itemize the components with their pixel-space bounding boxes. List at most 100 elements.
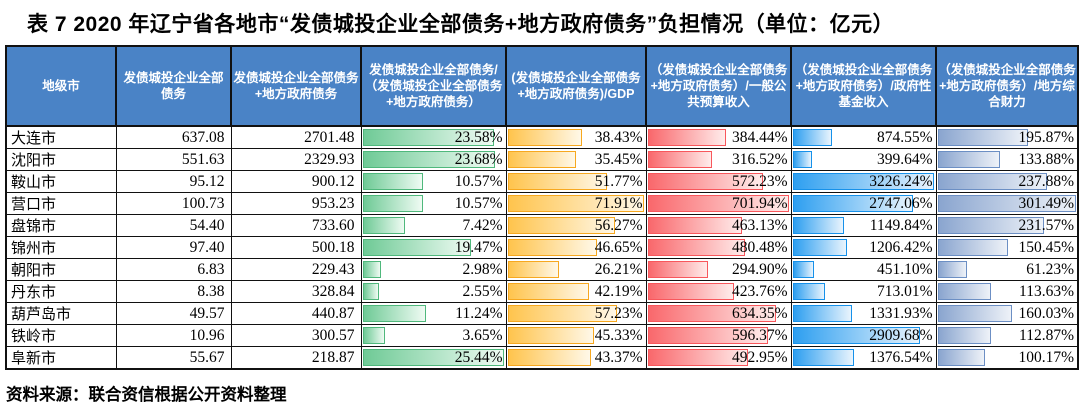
amount-value: 10.96 xyxy=(115,324,232,347)
ratio-value: 10.57% xyxy=(454,173,503,190)
data-bar xyxy=(647,283,734,300)
col-header-2: 发债城投企业全部债务+地方政府债务 xyxy=(230,45,362,127)
ratio-cell: 492.95% xyxy=(645,346,792,370)
amount-value: 300.57 xyxy=(230,324,362,347)
amount-value: 953.23 xyxy=(230,192,362,215)
city-name: 朝阳市 xyxy=(5,258,117,281)
ratio-value: 596.37% xyxy=(731,327,788,344)
ratio-cell: 133.88% xyxy=(935,148,1079,171)
table-row: 铁岭市 10.96 300.57 3.65% 45.33% 596.37% 2909.68%… xyxy=(5,324,1079,347)
data-bar xyxy=(507,305,617,322)
data-bar xyxy=(647,305,776,322)
data-bar xyxy=(792,239,847,256)
ratio-cell: 231.57% xyxy=(935,214,1079,237)
col-header-4: (发债城投企业全部债务+地方政府债务)/GDP xyxy=(505,45,647,127)
city-name: 葫芦岛市 xyxy=(5,302,117,325)
data-bar xyxy=(362,327,385,344)
ratio-cell: 195.87% xyxy=(935,125,1079,149)
city-name: 锦州市 xyxy=(5,236,117,259)
amount-value: 8.38 xyxy=(115,280,232,303)
ratio-cell: 399.64% xyxy=(790,148,937,171)
ratio-cell: 634.35% xyxy=(645,302,792,325)
ratio-value: 2909.68% xyxy=(869,327,933,344)
ratio-value: 572.23% xyxy=(731,173,788,190)
data-bar xyxy=(507,239,597,256)
data-bar xyxy=(507,129,582,146)
data-bar xyxy=(647,151,713,168)
data-bar xyxy=(647,173,764,190)
ratio-cell: 56.27% xyxy=(505,214,647,237)
data-bar xyxy=(937,349,985,366)
data-bar xyxy=(362,151,495,168)
ratio-cell: 2747.06% xyxy=(790,192,937,215)
data-bar xyxy=(792,173,935,190)
ratio-cell: 19.47% xyxy=(360,236,507,259)
amount-value: 733.60 xyxy=(230,214,362,237)
ratio-cell: 2909.68% xyxy=(790,324,937,347)
ratio-value: 23.68% xyxy=(454,151,503,168)
ratio-value: 150.45% xyxy=(1018,239,1074,256)
data-bar xyxy=(362,129,494,146)
ratio-value: 451.10% xyxy=(876,261,933,278)
amount-value: 328.84 xyxy=(230,280,362,303)
data-bar xyxy=(647,261,709,278)
ratio-value: 294.90% xyxy=(731,261,788,278)
city-name: 鞍山市 xyxy=(5,170,117,193)
ratio-cell: 294.90% xyxy=(645,258,792,281)
data-bar xyxy=(507,195,645,212)
data-bar xyxy=(792,327,921,344)
data-bar xyxy=(792,151,812,168)
ratio-cell: 596.37% xyxy=(645,324,792,347)
data-bar xyxy=(792,129,833,146)
ratio-value: 1149.84% xyxy=(869,217,933,234)
data-bar xyxy=(647,239,746,256)
ratio-value: 3226.24% xyxy=(869,173,933,190)
source-note: 资料来源：联合资信根据公开资料整理 xyxy=(6,385,287,404)
ratio-value: 35.45% xyxy=(594,151,643,168)
col-header-3: 发债城投企业全部债务/（发债城投企业全部债务+地方政府债务） xyxy=(360,45,507,127)
ratio-value: 2747.06% xyxy=(869,195,933,212)
ratio-value: 384.44% xyxy=(731,129,788,146)
data-bar xyxy=(362,195,423,212)
ratio-value: 713.01% xyxy=(876,283,933,300)
data-bar xyxy=(362,239,472,256)
data-bar xyxy=(937,195,1076,212)
ratio-cell: 2.98% xyxy=(360,258,507,281)
ratio-cell: 38.43% xyxy=(505,125,647,149)
ratio-value: 1206.42% xyxy=(869,239,933,256)
col-header-7: （发债城投企业全部债务+地方政府债务）/地方综合财力 xyxy=(935,45,1079,127)
data-bar xyxy=(792,283,826,300)
data-bar xyxy=(937,173,1048,190)
debt-burden-table: 地级市 发债城投企业全部债务 发债城投企业全部债务+地方政府债务 发债城投企业全部债务… xyxy=(5,45,1079,370)
ratio-value: 38.43% xyxy=(594,129,643,146)
ratio-value: 463.13% xyxy=(731,217,788,234)
ratio-cell: 1149.84% xyxy=(790,214,937,237)
ratio-value: 301.49% xyxy=(1018,195,1074,212)
ratio-cell: 42.19% xyxy=(505,280,647,303)
table-row: 鞍山市 95.12 900.12 10.57% 51.77% 572.23% 3226.24… xyxy=(5,170,1079,193)
table-row: 丹东市 8.38 328.84 2.55% 42.19% 423.76% 713.01% 11… xyxy=(5,280,1079,303)
ratio-value: 23.58% xyxy=(454,129,503,146)
ratio-value: 160.03% xyxy=(1018,305,1074,322)
table-row: 盘锦市 54.40 733.60 7.42% 56.27% 463.13% 1149.84%… xyxy=(5,214,1079,237)
amount-value: 637.08 xyxy=(115,125,232,149)
header-row: 地级市 发债城投企业全部债务 发债城投企业全部债务+地方政府债务 发债城投企业全部债务… xyxy=(5,45,1079,127)
col-header-0: 地级市 xyxy=(5,45,117,127)
data-bar xyxy=(937,151,1001,168)
ratio-value: 237.88% xyxy=(1018,173,1074,190)
ratio-value: 1331.93% xyxy=(869,305,933,322)
ratio-value: 195.87% xyxy=(1018,129,1074,146)
ratio-value: 423.76% xyxy=(731,283,788,300)
ratio-cell: 701.94% xyxy=(645,192,792,215)
ratio-value: 56.27% xyxy=(594,217,643,234)
data-bar xyxy=(362,305,427,322)
ratio-cell: 316.52% xyxy=(645,148,792,171)
data-bar xyxy=(792,349,855,366)
amount-value: 54.40 xyxy=(115,214,232,237)
amount-value: 95.12 xyxy=(115,170,232,193)
ratio-value: 19.47% xyxy=(454,239,503,256)
data-bar xyxy=(937,305,1012,322)
city-name: 铁岭市 xyxy=(5,324,117,347)
city-name: 沈阳市 xyxy=(5,148,117,171)
data-bar xyxy=(507,151,576,168)
